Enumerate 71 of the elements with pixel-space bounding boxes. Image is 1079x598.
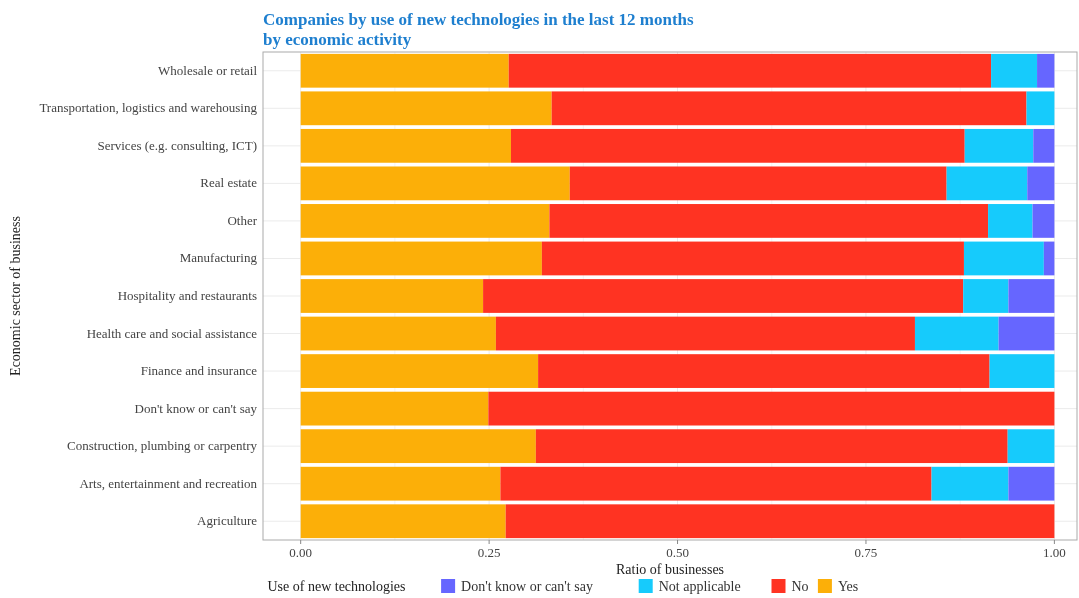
chart-title: Companies by use of new technologies in the last 12 months by economic activity bbox=[263, 10, 695, 49]
y-axis-title: Economic sector of business bbox=[8, 216, 23, 376]
bar bbox=[914, 316, 999, 351]
bar bbox=[300, 466, 501, 501]
bar bbox=[1032, 204, 1055, 238]
bar bbox=[500, 466, 932, 501]
y-tick-label: Finance and insurance bbox=[140, 363, 258, 379]
bar bbox=[998, 316, 1055, 351]
bar bbox=[300, 391, 489, 426]
y-tick-label: Transportation, logistics and warehousing bbox=[39, 100, 258, 116]
bar bbox=[510, 128, 965, 163]
bar bbox=[300, 429, 536, 464]
legend-label: Not applicable bbox=[658, 579, 741, 594]
y-tick-label: Hospitality and restaurants bbox=[117, 288, 257, 303]
y-tick-label: Construction, plumbing or carpentry bbox=[67, 438, 258, 454]
bar bbox=[300, 354, 539, 388]
bar bbox=[569, 166, 947, 201]
bar bbox=[495, 316, 915, 351]
bar bbox=[551, 91, 1027, 126]
x-tick-label: 0.00 bbox=[289, 545, 313, 560]
x-tick-label: 1.00 bbox=[1043, 545, 1066, 560]
bar bbox=[300, 504, 506, 539]
bar bbox=[300, 204, 550, 238]
bar bbox=[1007, 429, 1055, 464]
y-tick-label: Don't know or can't say bbox=[134, 400, 258, 416]
bar bbox=[1033, 128, 1055, 163]
bar bbox=[300, 91, 552, 126]
bar bbox=[1008, 279, 1055, 313]
bar bbox=[505, 504, 1055, 539]
x-axis-title: Ratio of businesses bbox=[615, 562, 725, 577]
x-tick-label: 0.75 bbox=[854, 545, 878, 560]
legend-label: No bbox=[791, 579, 809, 594]
legend-label: Yes bbox=[837, 579, 859, 594]
bar bbox=[931, 466, 1009, 501]
bar bbox=[300, 166, 570, 201]
bar bbox=[300, 316, 496, 351]
bar bbox=[300, 128, 511, 163]
bar bbox=[300, 279, 484, 313]
y-tick-label: Manufacturing bbox=[179, 250, 258, 266]
bar bbox=[1037, 53, 1055, 88]
bar bbox=[991, 53, 1038, 88]
y-tick-label: Wholesale or retail bbox=[158, 62, 258, 78]
x-tick-label: 0.50 bbox=[666, 545, 689, 560]
bar bbox=[483, 279, 964, 313]
bar bbox=[300, 53, 509, 88]
bar bbox=[1043, 241, 1055, 276]
bar bbox=[538, 354, 990, 388]
bar bbox=[488, 391, 1055, 426]
y-tick-label: Services (e.g. consulting, ICT) bbox=[97, 137, 257, 153]
bar bbox=[549, 204, 989, 238]
bar bbox=[946, 166, 1028, 201]
y-tick-label: Other bbox=[227, 212, 258, 228]
bar bbox=[988, 204, 1033, 238]
bar bbox=[1027, 166, 1055, 201]
bar bbox=[508, 53, 992, 88]
x-tick-label: 0.25 bbox=[477, 545, 501, 560]
legend-title: Use of new technologies bbox=[267, 579, 406, 594]
bar bbox=[963, 241, 1044, 276]
bar bbox=[989, 354, 1055, 388]
y-tick-label: Agriculture bbox=[197, 513, 258, 529]
bar bbox=[1026, 91, 1055, 126]
bar bbox=[300, 241, 542, 276]
y-tick-label: Health care and social assistance bbox=[86, 325, 258, 341]
bar bbox=[541, 241, 964, 276]
bar bbox=[535, 429, 1008, 464]
bar bbox=[963, 279, 1009, 313]
y-tick-label: Arts, entertainment and recreation bbox=[79, 475, 258, 491]
bar bbox=[1008, 466, 1055, 501]
legend-label: Don't know or can't say bbox=[461, 579, 593, 594]
y-tick-label: Real estate bbox=[200, 175, 258, 191]
bar bbox=[964, 128, 1034, 163]
